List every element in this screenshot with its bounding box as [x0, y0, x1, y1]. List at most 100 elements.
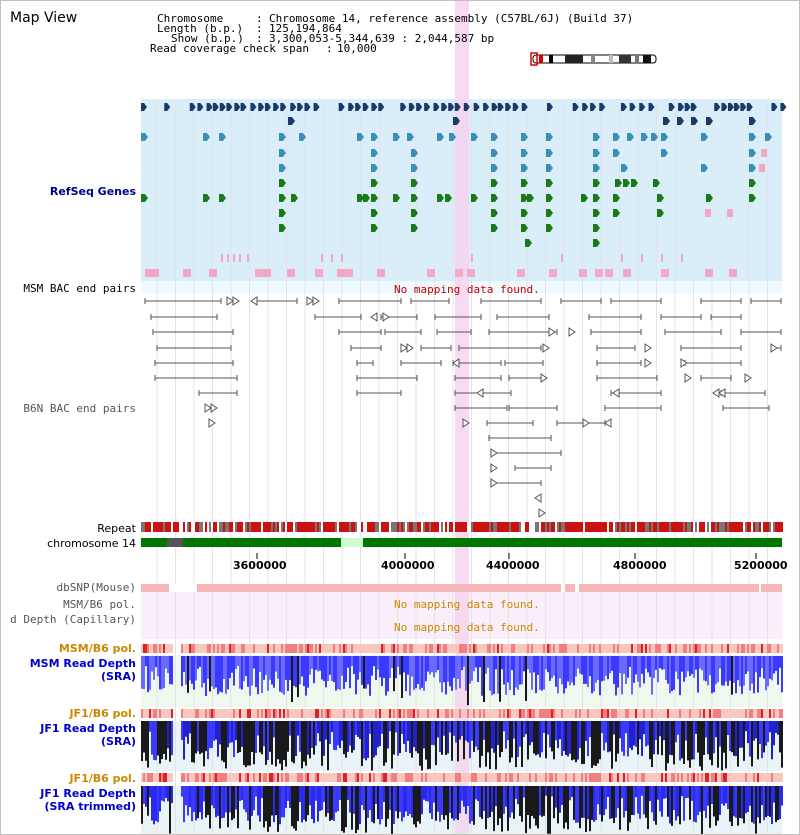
polymorphism-mark — [219, 709, 221, 718]
polymorphism-mark — [303, 709, 305, 718]
polymorphism-mark — [319, 644, 321, 653]
read-depth-bar — [575, 786, 577, 823]
polymorphism-mark — [513, 644, 515, 653]
jf1-read-depth-2-label[interactable]: JF1 Read Depth — [40, 787, 136, 800]
b6n-bac-label[interactable]: B6N BAC end pairs — [23, 402, 136, 415]
polymorphism-mark — [235, 709, 237, 718]
msm-bac-label[interactable]: MSM BAC end pairs — [23, 282, 136, 295]
bac-end-marker — [400, 343, 408, 353]
read-depth-bar — [371, 656, 373, 676]
gene-glyph — [378, 103, 385, 111]
polymorphism-mark — [597, 644, 599, 653]
read-depth-bar — [775, 656, 777, 671]
read-depth-bar — [227, 786, 229, 828]
jf1-read-depth-label[interactable]: JF1 Read Depth — [40, 722, 136, 735]
repeat-feature — [173, 522, 175, 532]
refseq-genes-label[interactable]: RefSeq Genes — [49, 185, 136, 198]
polymorphism-mark — [687, 773, 689, 782]
polymorphism-mark — [567, 773, 569, 782]
repeat-feature — [781, 522, 783, 532]
gene-glyph — [357, 194, 364, 202]
read-depth-bar — [195, 786, 197, 821]
polymorphism-mark — [725, 644, 727, 653]
gene-glyph — [517, 269, 525, 277]
read-depth-bar — [717, 721, 719, 768]
repeat-feature — [439, 522, 441, 532]
msm-b6-pol-top-label[interactable]: MSM/B6 pol. — [63, 598, 136, 611]
read-depth-bar — [279, 721, 281, 764]
polymorphism-mark — [503, 773, 505, 782]
jf1-b6-pol-label[interactable]: JF1/B6 pol. — [69, 707, 136, 720]
repeat-feature — [383, 522, 385, 532]
polymorphism-mark — [569, 709, 571, 718]
repeat-feature — [447, 522, 449, 532]
read-depth-bar — [269, 721, 271, 752]
read-depth-bar — [715, 786, 717, 826]
read-depth-bar — [695, 656, 697, 670]
read-depth-bar — [715, 721, 717, 738]
polymorphism-mark — [593, 773, 595, 782]
polymorphism-mark — [721, 709, 723, 718]
repeat-feature — [671, 522, 673, 532]
polymorphism-mark — [547, 644, 549, 653]
gene-glyph — [362, 103, 369, 111]
polymorphism-mark — [565, 709, 567, 718]
polymorphism-mark — [535, 709, 537, 718]
read-depth-bar — [147, 786, 149, 816]
msm-b6-pol-label[interactable]: MSM/B6 pol. — [58, 642, 136, 655]
polymorphism-mark — [471, 644, 473, 653]
polymorphism-mark — [215, 773, 217, 782]
polymorphism-mark — [665, 773, 667, 782]
polymorphism-mark — [155, 709, 157, 718]
read-depth-bar — [501, 656, 503, 670]
polymorphism-mark — [695, 644, 697, 653]
msm-read-depth-label[interactable]: MSM Read Depth — [29, 657, 136, 670]
polymorphism-mark — [667, 709, 669, 718]
polymorphism-mark — [509, 709, 511, 718]
read-depth-bar — [651, 721, 653, 768]
read-depth-bar — [309, 786, 311, 806]
gene-glyph — [546, 149, 553, 157]
polymorphism-mark — [517, 644, 519, 653]
gene-glyph — [247, 254, 249, 262]
polymorphism-mark — [755, 644, 757, 653]
read-depth-bar — [391, 656, 393, 668]
read-depth-bar — [689, 786, 691, 820]
gene-glyph — [141, 103, 147, 111]
polymorphism-mark — [445, 709, 447, 718]
polymorphism-mark — [527, 644, 529, 653]
gene-glyph — [648, 103, 655, 111]
polymorphism-mark — [447, 644, 449, 653]
ideogram-band — [565, 55, 583, 63]
read-depth-bar — [383, 656, 385, 678]
repeat-feature — [735, 522, 737, 532]
read-depth-capillary-label[interactable]: d Depth (Capillary) — [10, 613, 136, 626]
jf1-b6-pol-2-label[interactable]: JF1/B6 pol. — [69, 772, 136, 785]
gene-glyph — [393, 194, 400, 202]
polymorphism-mark — [649, 644, 651, 653]
gene-glyph — [521, 179, 528, 187]
read-depth-bar — [463, 656, 465, 667]
read-depth-bar — [477, 786, 479, 801]
dbsnp-label[interactable]: dbSNP(Mouse) — [56, 581, 136, 594]
repeat-feature — [183, 522, 185, 532]
gene-glyph — [613, 133, 620, 141]
polymorphism-mark — [425, 773, 427, 782]
polymorphism-mark — [745, 709, 747, 718]
read-depth-bar — [233, 786, 235, 819]
read-depth-bar — [325, 786, 327, 817]
read-depth-bar — [539, 656, 541, 690]
read-depth-bar — [493, 786, 495, 832]
polymorphism-mark — [465, 644, 467, 653]
polymorphism-mark — [195, 644, 197, 653]
polymorphism-mark — [683, 773, 685, 782]
polymorphism-mark — [297, 709, 299, 718]
polymorphism-mark — [143, 644, 145, 653]
read-depth-bar — [591, 786, 593, 820]
polymorphism-mark — [307, 644, 309, 653]
polymorphism-mark — [147, 709, 149, 718]
jf1-read-depth-2-sub: (SRA trimmed) — [44, 800, 136, 813]
polymorphism-mark — [531, 709, 533, 718]
polymorphism-mark — [485, 644, 487, 653]
